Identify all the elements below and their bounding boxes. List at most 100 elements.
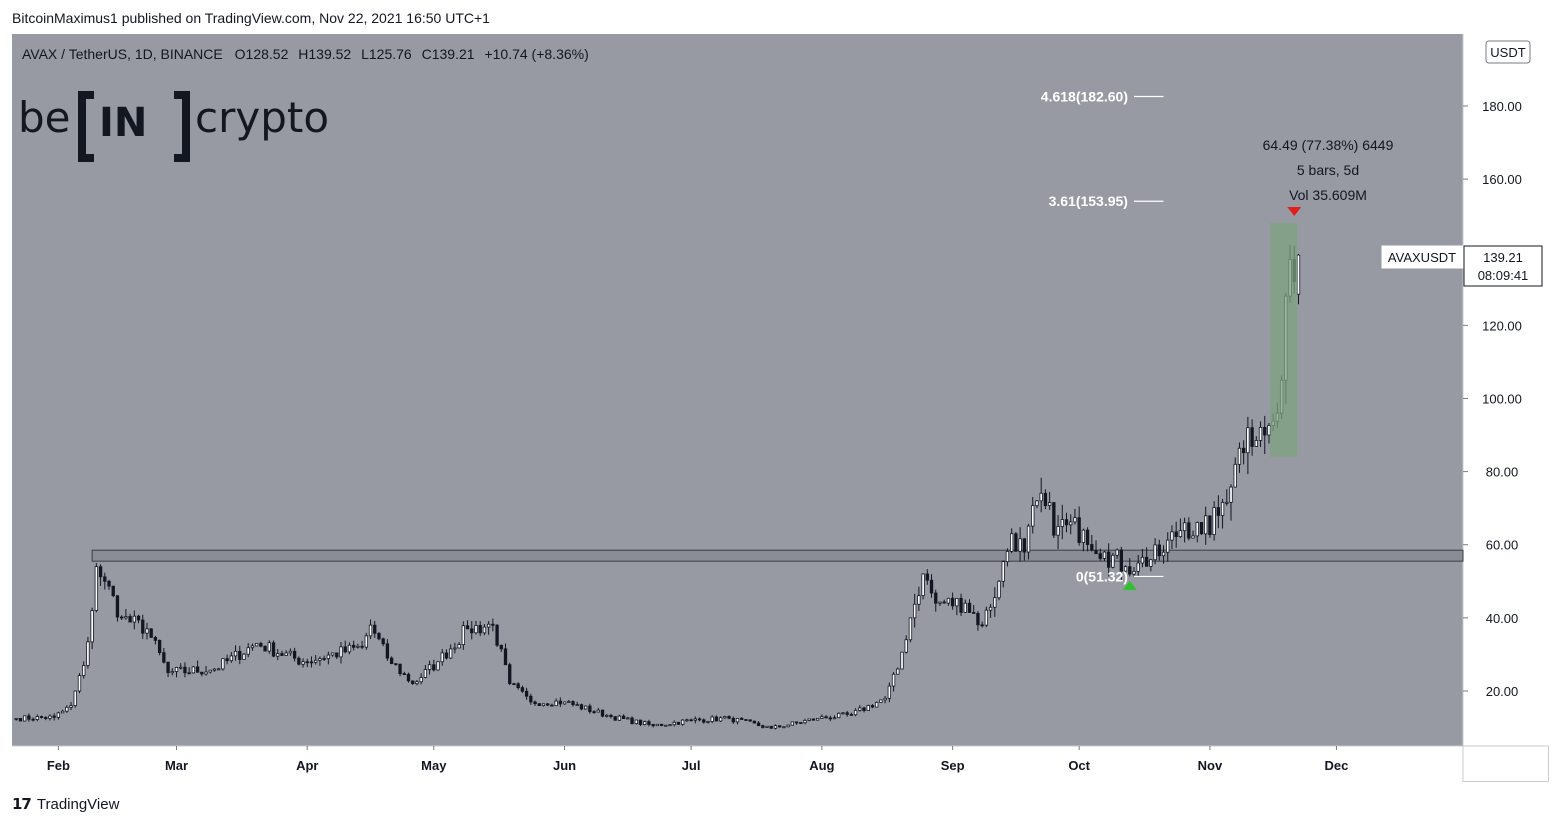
candle-body xyxy=(828,717,832,720)
candle-body xyxy=(1157,544,1161,557)
measure-line-1: 64.49 (77.38%) 6449 xyxy=(1263,137,1394,153)
candle-body xyxy=(630,717,634,725)
candle-body xyxy=(727,716,731,719)
watermark-be: be xyxy=(18,93,71,142)
candle-body xyxy=(988,606,993,611)
candle-body xyxy=(1166,539,1170,553)
candle-body xyxy=(634,719,638,725)
candle-body xyxy=(314,659,318,663)
candle-body xyxy=(98,566,103,578)
candle-body xyxy=(807,718,811,721)
candle-body xyxy=(254,643,259,647)
candle-body xyxy=(1047,502,1052,506)
candle-body xyxy=(427,664,432,670)
candle-body xyxy=(1090,544,1094,551)
candle-body xyxy=(1182,522,1187,532)
candle-body xyxy=(870,705,875,708)
legend-open-label: O xyxy=(235,46,246,62)
candle-body xyxy=(1052,502,1056,536)
candle-body xyxy=(1132,570,1136,575)
candlestick-chart[interactable]: be IN crypto AVAX / TetherUS, 1D, BINANC… xyxy=(12,34,1549,782)
candle-body xyxy=(124,616,128,619)
candle-body xyxy=(921,573,925,597)
candle-body xyxy=(326,654,331,660)
candle-body xyxy=(136,615,141,621)
candle-body xyxy=(1010,533,1014,552)
time-tick-label: May xyxy=(421,758,447,773)
time-tick-label: Jun xyxy=(553,758,576,773)
candle-body xyxy=(440,652,444,663)
candle-body xyxy=(276,653,280,657)
candle-body xyxy=(486,623,491,628)
candle-body xyxy=(508,664,512,685)
support-zone[interactable] xyxy=(91,549,1464,562)
candle-body xyxy=(65,706,69,712)
candle-body xyxy=(1043,492,1048,506)
candle-body xyxy=(381,638,385,645)
candle-body xyxy=(22,715,27,722)
candle-body xyxy=(1136,562,1140,572)
candle-body xyxy=(432,664,436,671)
candle-body xyxy=(613,716,617,721)
candle-body xyxy=(465,625,470,630)
candle-body xyxy=(44,717,48,719)
currency-badge[interactable] xyxy=(1485,40,1531,64)
candle-body xyxy=(318,658,322,661)
candle-body xyxy=(938,601,942,604)
plot-area[interactable] xyxy=(12,34,1463,746)
candle-body xyxy=(815,717,820,721)
candle-body xyxy=(1107,551,1111,568)
candle-body xyxy=(398,663,402,675)
candle-body xyxy=(832,717,837,720)
candle-body xyxy=(1035,500,1039,507)
candle-body xyxy=(149,628,153,638)
candle-body xyxy=(912,603,917,619)
candle-body xyxy=(1081,529,1086,543)
candle-body xyxy=(571,701,575,706)
candle-body xyxy=(765,725,769,728)
candle-body xyxy=(1039,492,1043,502)
candle-body xyxy=(35,716,39,720)
candle-body xyxy=(794,721,799,724)
candle-body xyxy=(1094,549,1098,555)
candle-body xyxy=(575,704,579,707)
candle-body xyxy=(77,675,82,692)
candle-body xyxy=(309,661,314,664)
last-price-value: 139.21 xyxy=(1483,250,1523,265)
candle-body xyxy=(1258,426,1263,441)
time-tick-label: Aug xyxy=(809,758,834,773)
candle-body xyxy=(976,613,980,626)
candle-body xyxy=(60,710,65,714)
candle-body xyxy=(389,657,394,664)
candle-body xyxy=(664,724,668,727)
candle-body xyxy=(1212,507,1216,536)
watermark-crypto: crypto xyxy=(195,93,329,142)
candle-body xyxy=(166,661,170,674)
candle-body xyxy=(1263,426,1267,436)
candle-body xyxy=(533,701,537,705)
candle-body xyxy=(478,625,482,634)
candle-body xyxy=(1237,447,1242,465)
candle-body xyxy=(1174,531,1178,538)
candle-body xyxy=(803,720,807,724)
price-axis-area[interactable] xyxy=(1463,34,1549,746)
candle-body xyxy=(195,666,200,673)
measure-range-box[interactable] xyxy=(1270,222,1298,457)
fib-level-label: 4.618(182.60) xyxy=(1041,88,1128,104)
candle-body xyxy=(520,687,525,692)
candle-body xyxy=(1216,507,1221,516)
time-axis-area[interactable] xyxy=(12,746,1463,782)
candle-body xyxy=(162,652,166,663)
tradingview-logo-icon: 𝟭𝟳 xyxy=(12,796,32,813)
candle-body xyxy=(491,623,495,626)
candle-body xyxy=(929,579,934,594)
legend-high-value: 139.52 xyxy=(308,46,351,62)
candle-body xyxy=(1229,486,1233,503)
candle-body xyxy=(284,652,288,656)
candle-body xyxy=(1014,533,1018,552)
price-tick-label: 60.00 xyxy=(1486,538,1519,553)
last-price-box xyxy=(1463,245,1543,287)
time-tick-label: Feb xyxy=(47,758,70,773)
candle-body xyxy=(537,703,541,706)
time-tick-label: Oct xyxy=(1068,758,1090,773)
